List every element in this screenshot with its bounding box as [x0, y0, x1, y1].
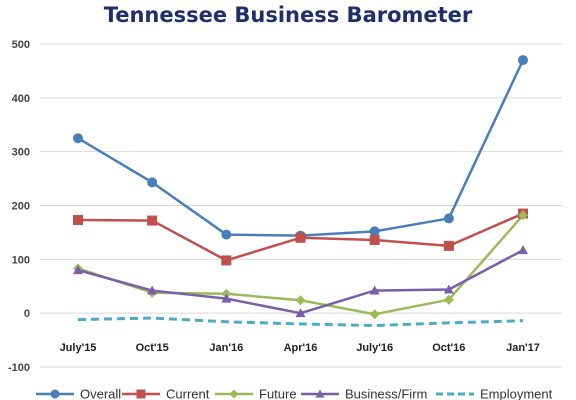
x-tick-label: July'16	[356, 342, 393, 354]
y-tick-label: 400	[12, 93, 30, 105]
data-point-future	[295, 295, 306, 306]
series-line-employment	[77, 316, 524, 328]
data-point-current	[295, 232, 306, 243]
data-point-overall	[443, 213, 454, 224]
legend-item-business-firm: Business/Firm	[301, 387, 427, 400]
x-tick-label: Oct'16	[432, 342, 465, 354]
series-lines	[77, 59, 525, 328]
data-point-overall	[221, 229, 232, 240]
data-point-business-firm	[518, 245, 528, 255]
y-tick-label: 0	[24, 308, 30, 320]
data-point-current	[147, 215, 158, 226]
legend-marker	[315, 389, 325, 398]
legend-item-overall: Overall	[36, 387, 121, 400]
series-line-overall	[77, 59, 525, 237]
legend-item-future: Future	[215, 387, 297, 400]
data-point-overall	[73, 133, 83, 144]
data-point-business-firm	[221, 293, 232, 303]
x-tick-label: July'15	[60, 342, 97, 354]
data-point-business-firm	[369, 285, 380, 295]
legend-label: Future	[259, 387, 297, 400]
legend-label: Overall	[80, 387, 121, 400]
y-tick-label: -100	[8, 362, 30, 374]
data-point-overall	[147, 177, 158, 188]
legend: Overall Current Future Business/Firm Employm…	[36, 387, 553, 400]
data-point-business-firm	[443, 284, 454, 294]
data-point-future	[443, 294, 454, 305]
y-axis-ticks: 500 400 300 200 100 0 -100	[8, 39, 30, 374]
x-tick-label: Apr'16	[284, 342, 318, 354]
legend-marker	[50, 389, 60, 399]
x-tick-label: Oct'15	[136, 342, 169, 354]
legend-marker	[229, 389, 239, 399]
legend-label: Employment	[480, 387, 553, 400]
y-tick-label: 100	[12, 254, 30, 266]
y-tick-label: 200	[12, 201, 30, 213]
data-point-business-firm	[147, 285, 158, 295]
data-point-overall	[518, 55, 528, 66]
y-tick-label: 500	[12, 39, 30, 51]
data-point-overall	[369, 226, 380, 237]
legend-label: Current	[166, 387, 210, 400]
x-tick-label: Jan'16	[209, 342, 243, 354]
x-tick-label: Jan'17	[506, 342, 540, 354]
data-point-business-firm	[295, 308, 306, 318]
data-point-business-firm	[73, 265, 83, 275]
legend-marker	[136, 389, 146, 399]
legend-label: Business/Firm	[345, 387, 427, 400]
data-point-current	[73, 215, 83, 226]
legend-item-current: Current	[122, 387, 210, 400]
data-point-current	[221, 255, 232, 266]
data-point-future	[369, 309, 380, 320]
data-point-current	[443, 240, 454, 251]
legend-item-employment: Employment	[436, 387, 553, 400]
data-point-future	[518, 210, 528, 221]
data-point-current	[369, 234, 380, 245]
x-axis-ticks: July'15 Oct'15 Jan'16 Apr'16 July'16 Oct'16 Ja…	[60, 342, 540, 354]
chart-title: Tennessee Business Barometer	[104, 3, 473, 27]
series-markers	[73, 55, 528, 320]
y-tick-label: 300	[12, 147, 30, 159]
